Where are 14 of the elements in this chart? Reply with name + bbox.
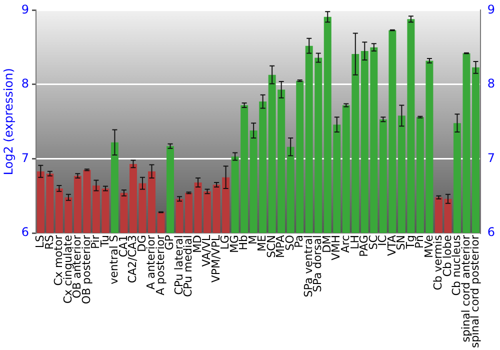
y-tick-label: 9 [21, 2, 30, 16]
x-tick-label: spinal cord posterior [468, 234, 482, 348]
y2-tick-label: 9 [487, 2, 496, 16]
y-axis-title: Log2 (expression) [1, 68, 16, 176]
y-tick-label: 8 [21, 76, 30, 91]
y-tick-label: 6 [21, 225, 30, 240]
y2-tick-label: 6 [487, 225, 496, 240]
y2-tick-label: 7 [487, 150, 496, 165]
y-tick-label: 7 [21, 150, 30, 165]
x-tick-label: Arc [339, 235, 352, 253]
y2-tick-label: 8 [487, 76, 496, 91]
x-tick-label: A posterior [154, 234, 167, 296]
x-tick-label: OB posterior [80, 234, 93, 304]
x-tick-label: Tg [404, 235, 417, 250]
